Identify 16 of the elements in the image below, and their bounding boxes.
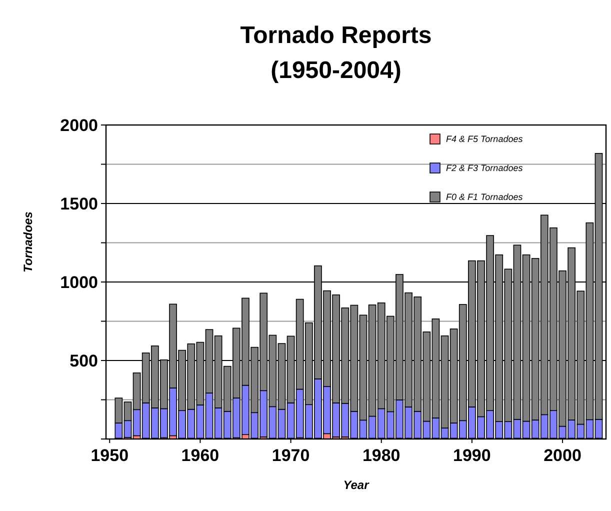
x-tick-label: 1960 (181, 446, 220, 465)
y-tick-label: 1500 (60, 194, 98, 214)
legend-label: F4 & F5 Tornadoes (446, 134, 524, 144)
x-tick-label: 2000 (544, 446, 582, 465)
legend-label: F0 & F1 Tornadoes (446, 192, 524, 202)
y-tick-label: 2000 (60, 116, 98, 135)
chart-title: Tornado Reports (1950-2004) (240, 22, 432, 84)
y-tick-label: 500 (70, 351, 98, 370)
x-axis-title: Year (343, 478, 370, 492)
legend-label: F2 & F3 Tornadoes (446, 163, 524, 174)
y-tick-label: 1000 (60, 272, 98, 292)
y-axis-title: Tornadoes (21, 211, 35, 272)
x-tick-label: 1970 (272, 446, 310, 465)
x-tick-label: 1980 (362, 446, 400, 465)
x-tick-label: 1990 (453, 446, 491, 465)
x-tick-label: 1950 (90, 446, 129, 465)
